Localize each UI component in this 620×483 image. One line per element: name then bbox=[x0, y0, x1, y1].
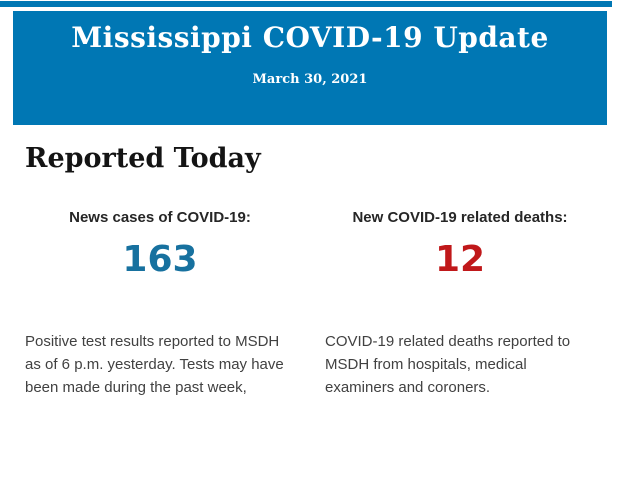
section-heading: Reported Today bbox=[25, 143, 261, 174]
top-divider-strip bbox=[0, 1, 612, 7]
new-cases-value: 163 bbox=[122, 239, 198, 281]
new-deaths-description: COVID-19 related deaths reported to MSDH… bbox=[325, 332, 571, 396]
new-deaths-label: New COVID-19 related deaths: bbox=[352, 209, 568, 227]
new-cases-description: Positive test results reported to MSDH a… bbox=[25, 332, 284, 396]
header-banner: Mississippi COVID-19 Update March 30, 20… bbox=[13, 11, 607, 125]
stat-new-deaths: New COVID-19 related deaths: 12 COVID-19… bbox=[325, 209, 595, 414]
banner-title: Mississippi COVID-19 Update bbox=[71, 21, 549, 54]
new-deaths-value: 12 bbox=[434, 239, 486, 281]
report-content: Reported Today News cases of COVID-19: 1… bbox=[0, 125, 620, 414]
stats-row: News cases of COVID-19: 163 Positive tes… bbox=[25, 209, 595, 414]
banner-date: March 30, 2021 bbox=[252, 71, 368, 87]
new-cases-label: News cases of COVID-19: bbox=[69, 209, 251, 227]
stat-new-cases: News cases of COVID-19: 163 Positive tes… bbox=[25, 209, 295, 414]
